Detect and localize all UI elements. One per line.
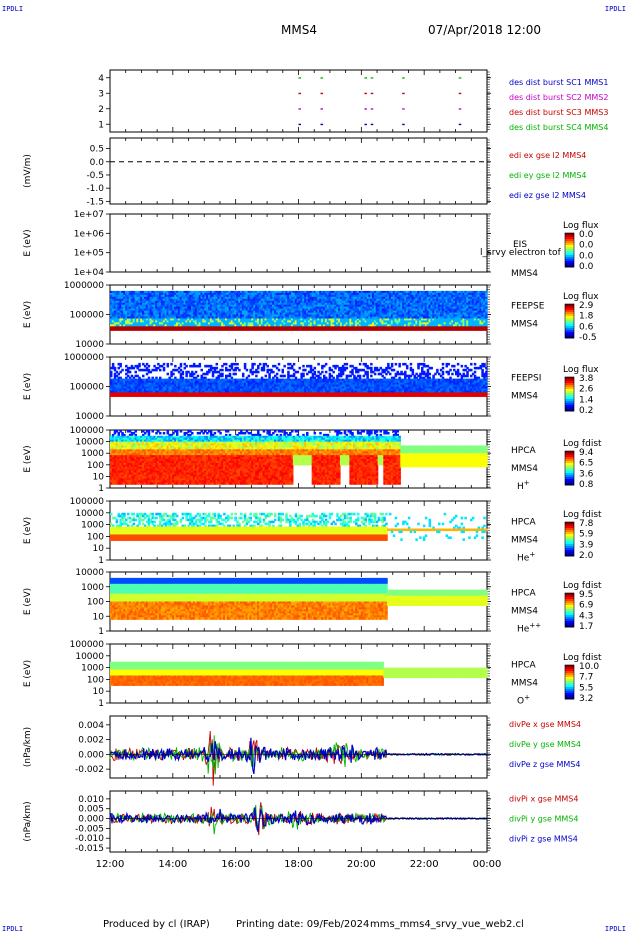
spec-cell [129, 371, 131, 374]
y-tick-label: 1e+04 [74, 268, 105, 278]
burst-mark [402, 124, 405, 125]
colorbar-tick-label: -0.5 [579, 333, 597, 343]
panel-frame [110, 70, 487, 132]
y-tick-label: 0.0 [90, 158, 105, 168]
y-tick-label: 10000 [75, 412, 104, 422]
instrument-sc: MMS4 [511, 269, 538, 279]
burst-mark [459, 108, 462, 109]
y-tick-label: -1.0 [86, 184, 104, 194]
spec-cell [163, 369, 165, 372]
spec-cell [138, 365, 140, 368]
spec-cell [172, 373, 174, 376]
burst-mark [320, 124, 323, 125]
y-axis-label: E (eV) [23, 373, 33, 400]
burst-mark [320, 77, 323, 78]
burst-mark [364, 93, 367, 94]
legend-entry: des dist burst SC1 MMS1 [509, 78, 608, 87]
burst-mark [320, 108, 323, 109]
legend-entry: edi ey gse l2 MMS4 [509, 171, 587, 180]
instrument-sc: MMS4 [511, 320, 538, 330]
spec-cell [174, 365, 176, 368]
y-tick-label: 3 [98, 89, 104, 99]
instrument-name: FEEPSE [511, 302, 545, 312]
burst-mark [299, 108, 302, 109]
spectrogram-feepsi [110, 363, 488, 397]
colorbar-tick-label: 2.9 [579, 301, 594, 311]
y-tick-label: 100000 [70, 311, 105, 321]
burst-mark [364, 108, 367, 109]
burst-mark [320, 93, 323, 94]
spec-cell [121, 369, 123, 372]
legend-entry: des dist burst SC3 MMS3 [509, 108, 608, 117]
spec-cell [167, 373, 169, 376]
legend-entry: des dist burst SC2 MMS2 [509, 93, 608, 102]
burst-mark [402, 77, 405, 78]
spectrogram-feepse [110, 291, 488, 331]
burst-mark [299, 93, 302, 94]
spec-cell [167, 365, 169, 368]
spec-cell [182, 373, 184, 376]
colorbar-tick-label: 1.8 [579, 312, 594, 322]
burst-mark [371, 124, 374, 125]
spec-cell [119, 365, 121, 368]
burst-mark [402, 108, 405, 109]
y-tick-label: 10000 [75, 340, 104, 350]
panel-burst: 1 2 3 4 des dist burst SC1 MMS1 des dist burs… [98, 70, 608, 132]
burst-mark [402, 93, 405, 94]
burst-mark [371, 77, 374, 78]
y-axis-label: (mV/m) [23, 154, 33, 188]
y-tick-label: 1000000 [64, 353, 104, 363]
spec-cell [110, 375, 112, 378]
y-tick-label: 1e+05 [74, 249, 104, 259]
panel-frame [110, 214, 487, 272]
panel-frame [110, 138, 487, 204]
legend-entry: edi ex gse l2 MMS4 [509, 151, 586, 160]
y-tick-label: 100000 [70, 383, 105, 393]
burst-mark [364, 77, 367, 78]
colorbar-tick-label: 0.0 [579, 241, 594, 251]
overlay-label: l_srvy electron tof [480, 248, 562, 258]
colorbar-tick-label: 0.0 [579, 262, 594, 272]
burst-mark [371, 108, 374, 109]
y-tick-label: 1 [98, 120, 104, 130]
spec-cell [142, 375, 144, 378]
y-tick-label: -1.5 [86, 197, 104, 207]
spec-cell [159, 369, 161, 372]
y-tick-label: 1000000 [64, 281, 104, 291]
spec-cell [170, 363, 172, 366]
burst-mark [371, 93, 374, 94]
y-tick-label: 4 [98, 74, 104, 84]
colorbar-tick-label: 0.0 [579, 251, 594, 261]
y-tick-label: 1e+07 [74, 210, 104, 220]
y-tick-label: 2 [98, 105, 104, 115]
colorbar-tick-label: 0.0 [579, 230, 594, 240]
legend-entry: edi ez gse l2 MMS4 [509, 191, 586, 200]
burst-mark [459, 93, 462, 94]
spec-cell [135, 371, 137, 374]
instrument-feepse: FEEPSE MMS4 [511, 302, 545, 330]
burst-mark [364, 124, 367, 125]
y-tick-label: -0.5 [86, 171, 104, 181]
panel-edi: 0.5 0.0 -0.5 -1.0 -1.5 (mV/m) edi ex gse l2 MM… [23, 138, 587, 207]
y-tick-label: 1e+06 [74, 229, 105, 239]
y-axis-label: E (eV) [23, 301, 33, 328]
spec-cell [180, 365, 182, 368]
burst-mark [299, 77, 302, 78]
burst-mark [299, 124, 302, 125]
y-tick-label: 0.5 [90, 145, 104, 155]
spec-cell [148, 365, 150, 368]
spec-cell [485, 328, 487, 331]
spec-cell [163, 363, 165, 366]
y-axis-label: E (eV) [23, 229, 33, 256]
burst-mark [459, 124, 462, 125]
burst-mark [459, 77, 462, 78]
colorbar-tick-label: 0.6 [579, 322, 594, 332]
legend-entry: des dist burst SC4 MMS4 [509, 123, 608, 132]
